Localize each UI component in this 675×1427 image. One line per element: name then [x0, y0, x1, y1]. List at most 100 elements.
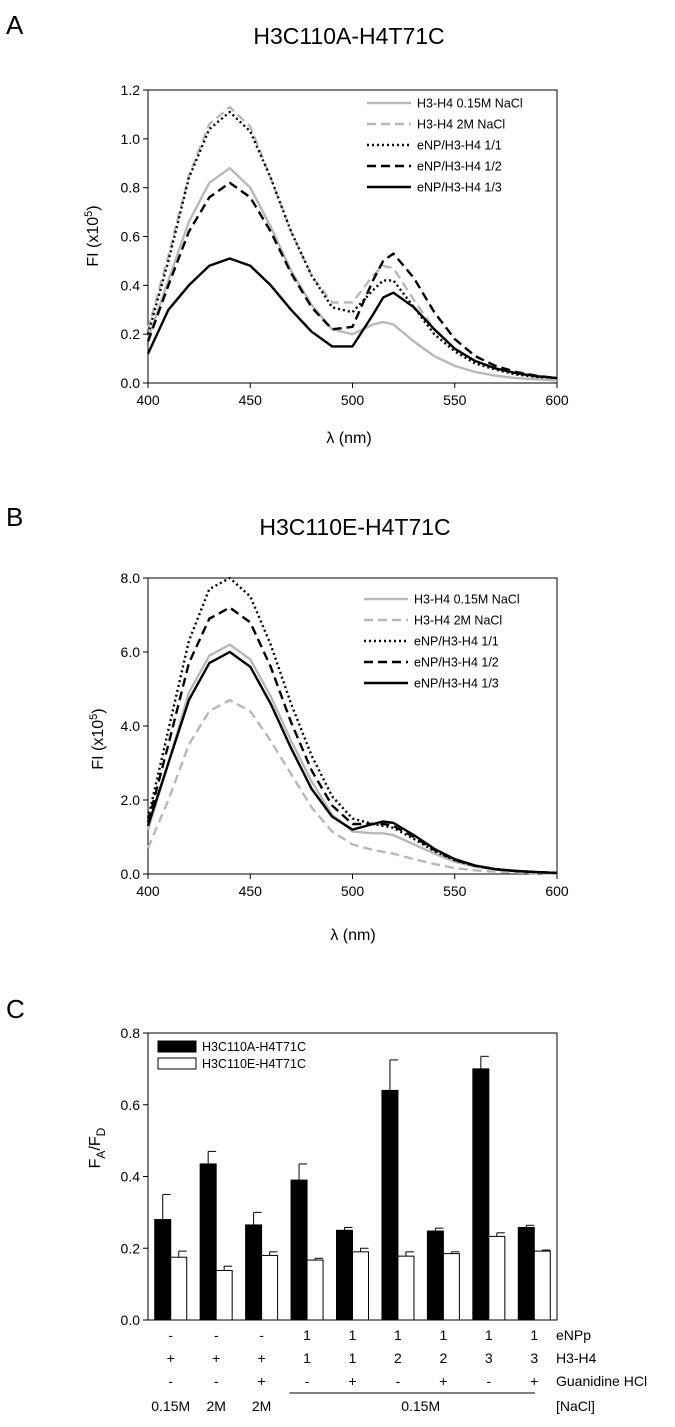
- y-tick-label: 0.8: [121, 180, 141, 196]
- condition-guanidine-1: -: [168, 1373, 173, 1389]
- condition-row-label-4: [NaCl]: [556, 1398, 595, 1414]
- series-line-4: [146, 181, 558, 380]
- panel-b-xlabel: λ (nm): [330, 927, 375, 944]
- panel-c-plot: 0.0 0.2 0.4 0.6 0.8 H3C110A-H4T71C H3C110E-H4T…: [121, 1025, 558, 1328]
- panel-label-b: B: [6, 502, 23, 532]
- condition-row-label-3: Guanidine HCl: [556, 1373, 647, 1389]
- plot-frame: [147, 89, 558, 384]
- condition-guanidine-7: +: [439, 1373, 447, 1389]
- bar-s1-7: [426, 1230, 444, 1321]
- condition-nacl-3: 2M: [252, 1398, 271, 1414]
- legend-label-4: eNP/H3-H4 1/2: [414, 656, 499, 670]
- condition-guanidine-5: +: [348, 1373, 356, 1389]
- x-tick-label: 450: [239, 883, 263, 899]
- condition-guanidine-2: -: [214, 1373, 219, 1389]
- series-line-5: [146, 650, 558, 875]
- y-tick-label: 0.0: [121, 1312, 141, 1328]
- bar-s2-6: [397, 1255, 415, 1321]
- y-tick-label: 8.0: [121, 570, 141, 586]
- legend-label-1: H3-H4 0.15M NaCl: [417, 97, 523, 111]
- condition-h3h4-8: 3: [485, 1350, 493, 1366]
- panel-b-plot: 400 450 500 550 600 0.0 2.0 4.0 6.0 8.0 H3-H4 0.15…: [121, 570, 569, 899]
- condition-h3h4-6: 2: [394, 1350, 402, 1366]
- condition-enp-7: 1: [439, 1327, 447, 1343]
- bar-s1-4: [290, 1179, 308, 1321]
- bar-s2-1: [170, 1256, 188, 1321]
- x-tick-label: 500: [341, 392, 365, 408]
- condition-guanidine-6: -: [396, 1373, 401, 1389]
- panel-b: B H3C110E-H4T71C 400 450 500 550 600 0.0 2.0 4.…: [6, 502, 569, 944]
- panel-b-ylabel: FI (x105): [88, 708, 107, 769]
- bar-s1-6: [381, 1089, 399, 1321]
- condition-enp-4: 1: [303, 1327, 311, 1343]
- legend-label-2: H3-H4 2M NaCl: [414, 614, 502, 628]
- panel-label-c: C: [6, 994, 25, 1024]
- legend-swatch-2: [157, 1057, 197, 1070]
- legend-label-3: eNP/H3-H4 1/1: [417, 139, 502, 153]
- x-tick-label: 550: [443, 392, 467, 408]
- y-tick-label: 4.0: [121, 718, 141, 734]
- condition-guanidine-8: -: [486, 1373, 491, 1389]
- condition-h3h4-3: +: [258, 1350, 266, 1366]
- condition-enp-5: 1: [349, 1327, 357, 1343]
- y-tick-label: 0.4: [121, 1169, 141, 1185]
- y-tick-label: 0.2: [121, 326, 141, 342]
- panel-a-xlabel: λ (nm): [326, 430, 371, 447]
- bar-s2-4: [306, 1259, 324, 1321]
- condition-enp-6: 1: [394, 1327, 402, 1343]
- legend-label-4: eNP/H3-H4 1/2: [417, 160, 502, 174]
- series-line-3: [146, 576, 558, 875]
- panel-a-title: H3C110A-H4T71C: [253, 23, 444, 49]
- y-tick-label: 6.0: [121, 644, 141, 660]
- y-tick-label: 0.8: [121, 1025, 141, 1041]
- x-tick-label: 450: [239, 392, 263, 408]
- condition-h3h4-5: 1: [349, 1350, 357, 1366]
- y-tick-label: 0.2: [121, 1240, 141, 1256]
- condition-h3h4-1: +: [167, 1350, 175, 1366]
- condition-h3h4-7: 2: [439, 1350, 447, 1366]
- y-tick-label: 0.0: [121, 375, 141, 391]
- condition-nacl-1: 0.15M: [151, 1398, 190, 1414]
- panel-label-a: A: [6, 10, 24, 40]
- y-tick-label: 2.0: [121, 792, 141, 808]
- x-tick-label: 600: [545, 883, 569, 899]
- panel-b-title: H3C110E-H4T71C: [259, 514, 450, 540]
- condition-enp-1: -: [168, 1327, 173, 1343]
- condition-row-label-2: H3-H4: [556, 1350, 597, 1366]
- panel-c-ylabel: FA/FD: [87, 1127, 108, 1168]
- legend-label-5: eNP/H3-H4 1/3: [414, 677, 499, 691]
- legend-label-2: H3-H4 2M NaCl: [417, 118, 505, 132]
- bar-s2-3: [261, 1254, 279, 1321]
- panel-a: A H3C110A-H4T71C 400 450 500 550 600 0.0 0.2 0.…: [6, 10, 569, 447]
- condition-guanidine-9: +: [530, 1373, 538, 1389]
- condition-guanidine-4: -: [305, 1373, 310, 1389]
- panel-a-ylabel: FI (x105): [83, 205, 102, 266]
- bar-s1-3: [245, 1224, 263, 1321]
- panel-a-plot: 400 450 500 550 600 0.0 0.2 0.4 0.6 0.8 1.0 1.2 H3-H…: [121, 82, 569, 408]
- y-tick-label: 0.0: [121, 866, 141, 882]
- bar-s1-1: [154, 1219, 172, 1321]
- bar-s2-9: [533, 1250, 551, 1321]
- bar-s1-5: [336, 1229, 353, 1321]
- bar-s2-8: [488, 1235, 506, 1321]
- bar-s1-2: [199, 1163, 217, 1321]
- x-tick-label: 500: [341, 883, 365, 899]
- bar-s2-5: [352, 1251, 369, 1321]
- condition-enp-9: 1: [530, 1327, 538, 1343]
- legend-swatch-1: [157, 1040, 197, 1053]
- y-tick-label: 0.6: [121, 1097, 141, 1113]
- bar-s2-7: [442, 1253, 460, 1321]
- condition-nacl-2: 2M: [206, 1398, 225, 1414]
- panel-c: C 0.0 0.2 0.4 0.6 0.8 H3C110A-H4T71C H3C110E-H…: [6, 994, 647, 1414]
- bar-s1-8: [472, 1068, 490, 1321]
- condition-nacl-4: 0.15M: [401, 1398, 440, 1414]
- series-line-2: [146, 698, 558, 875]
- x-tick-label: 550: [443, 883, 467, 899]
- y-tick-label: 1.2: [121, 82, 141, 98]
- y-tick-label: 0.6: [121, 229, 141, 245]
- bar-s2-2: [215, 1269, 233, 1321]
- condition-h3h4-9: 3: [530, 1350, 538, 1366]
- condition-enp-2: -: [214, 1327, 219, 1343]
- series-line-1: [146, 166, 558, 382]
